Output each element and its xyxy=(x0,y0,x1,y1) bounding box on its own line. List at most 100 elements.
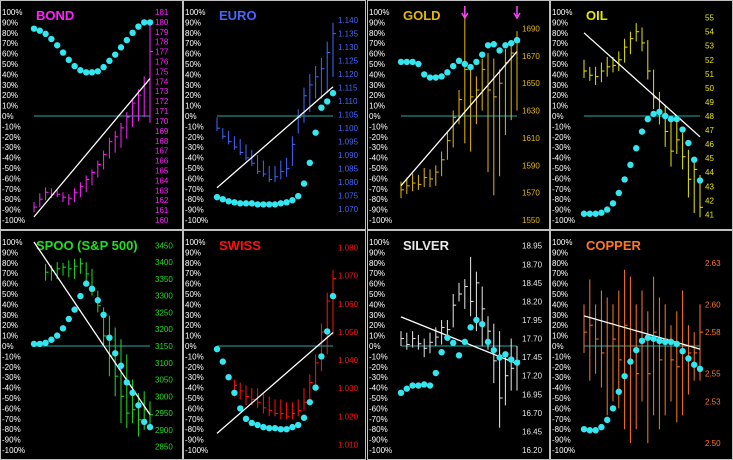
price-tick-label: 1.085 xyxy=(338,165,359,174)
momentum-dot xyxy=(444,334,451,341)
pct-tick-label: -80% xyxy=(2,195,21,204)
pct-tick-label: -100% xyxy=(185,446,208,455)
momentum-dot xyxy=(135,23,142,30)
momentum-dot xyxy=(266,424,273,432)
pct-tick-label: 40% xyxy=(185,300,201,309)
momentum-dot xyxy=(225,374,232,381)
trend-line xyxy=(583,32,701,138)
momentum-dot xyxy=(496,47,503,54)
momentum-dot xyxy=(409,382,416,389)
pct-tick-label: -40% xyxy=(185,384,204,393)
pct-tick-label: -30% xyxy=(2,373,21,382)
momentum-dot xyxy=(146,19,154,26)
momentum-dot xyxy=(598,209,605,216)
momentum-dot xyxy=(277,426,284,433)
pct-tick-label: -20% xyxy=(552,133,571,142)
momentum-dot xyxy=(496,354,503,361)
price-tick-label: 1.050 xyxy=(338,328,359,337)
pct-tick-label: 90% xyxy=(185,18,201,27)
pct-tick-label: 60% xyxy=(185,50,201,59)
pct-tick-label: -50% xyxy=(552,394,571,403)
momentum-dot xyxy=(289,197,296,204)
price-tick-label: 50 xyxy=(705,84,714,93)
pct-tick-label: -20% xyxy=(369,133,388,142)
pct-tick-label: -70% xyxy=(2,185,21,194)
pct-tick-label: 100% xyxy=(369,8,389,17)
momentum-dot xyxy=(283,199,290,206)
pct-tick-label: -20% xyxy=(2,133,21,142)
pct-tick-label: 100% xyxy=(552,238,572,247)
price-tick-label: 1.110 xyxy=(338,97,358,106)
momentum-dot xyxy=(696,365,704,373)
momentum-dot xyxy=(438,349,445,356)
price-tick-label: 16.70 xyxy=(522,409,543,418)
pct-tick-label: -30% xyxy=(2,143,21,152)
momentum-dot xyxy=(473,58,480,66)
momentum-dot xyxy=(219,358,226,365)
momentum-dot xyxy=(248,200,255,207)
price-tick-label: 1610 xyxy=(522,134,540,143)
pct-tick-label: 70% xyxy=(185,39,201,48)
momentum-dot xyxy=(242,200,250,207)
momentum-dot xyxy=(450,62,457,70)
pct-tick-label: 40% xyxy=(2,70,18,79)
price-tick-label: 2900 xyxy=(155,426,173,435)
pct-tick-label: 0% xyxy=(185,342,197,351)
momentum-dot xyxy=(438,73,445,80)
momentum-dot xyxy=(513,36,521,44)
momentum-dot xyxy=(213,193,221,201)
pct-tick-label: -100% xyxy=(185,216,208,225)
pct-tick-label: 20% xyxy=(2,321,18,330)
price-tick-label: 1.130 xyxy=(338,43,359,52)
pct-tick-label: -90% xyxy=(369,206,388,215)
pct-tick-label: -50% xyxy=(2,394,21,403)
price-tick-label: 169 xyxy=(155,127,169,136)
pct-tick-label: 10% xyxy=(185,102,201,111)
momentum-dot xyxy=(329,292,337,300)
momentum-dot xyxy=(219,196,226,203)
price-tick-label: 1.075 xyxy=(338,192,359,201)
pct-tick-label: 50% xyxy=(185,60,201,69)
momentum-dot xyxy=(231,199,238,206)
momentum-dot xyxy=(129,389,136,396)
momentum-dot xyxy=(295,421,302,429)
pct-tick-label: 0% xyxy=(369,112,381,121)
momentum-dot xyxy=(129,29,136,36)
panel-spoo: 100%90% 80%70% 60%50%40% 30%20% 10%0%-10% -20… xyxy=(0,230,183,460)
momentum-dot xyxy=(71,62,78,70)
pct-tick-label: 30% xyxy=(2,81,18,90)
pct-tick-label: -80% xyxy=(552,195,571,204)
pct-tick-label: 40% xyxy=(552,70,568,79)
price-tick-label: 18.95 xyxy=(522,242,543,251)
momentum-dot xyxy=(508,356,515,363)
pct-tick-label: -90% xyxy=(185,206,204,215)
panel-oil: 100%90% 80%70% 60%50%40% 30%20% 10%0%-10% -20… xyxy=(550,0,733,230)
pct-tick-label: 60% xyxy=(369,50,385,59)
pct-tick-label: 50% xyxy=(552,60,568,69)
pct-tick-label: -60% xyxy=(2,174,21,183)
price-tick-label: 172 xyxy=(155,97,169,106)
pct-tick-label: -30% xyxy=(552,143,571,152)
pct-tick-label: -50% xyxy=(185,394,204,403)
momentum-dot xyxy=(94,68,102,75)
momentum-dot xyxy=(289,423,296,431)
momentum-dot xyxy=(36,27,43,34)
pct-tick-label: -80% xyxy=(185,425,204,434)
arrow-marker-head xyxy=(513,12,521,20)
momentum-dot xyxy=(685,139,692,147)
momentum-dot xyxy=(502,42,509,49)
chart-title: GOLD xyxy=(403,8,441,23)
price-tick-label: 2.58 xyxy=(705,328,721,337)
trend-line xyxy=(583,315,701,350)
pct-tick-label: 70% xyxy=(185,269,201,278)
arrow-marker-head xyxy=(461,12,469,20)
momentum-dot xyxy=(88,69,96,76)
momentum-dot xyxy=(484,338,492,346)
price-tick-label: 2.50 xyxy=(705,439,721,448)
pct-tick-label: 100% xyxy=(369,238,389,247)
pct-tick-label: 50% xyxy=(2,290,18,299)
pct-tick-label: 10% xyxy=(552,332,568,341)
pct-tick-label: 0% xyxy=(2,112,14,121)
pct-tick-label: 80% xyxy=(552,29,568,38)
momentum-dot xyxy=(644,334,651,341)
